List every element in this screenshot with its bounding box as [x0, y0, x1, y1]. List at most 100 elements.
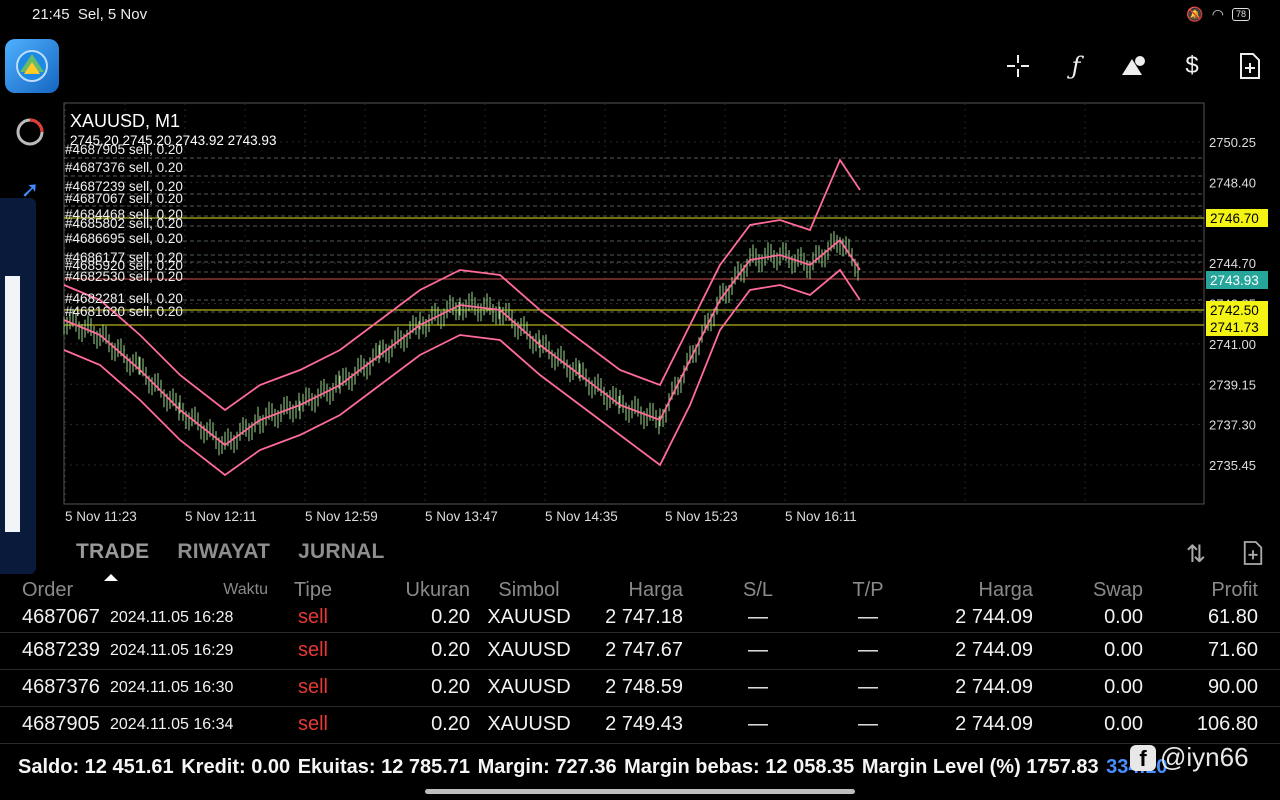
- col-tipe[interactable]: Tipe: [293, 578, 333, 601]
- margin-level: Margin Level (%) 1757.83: [861, 756, 1099, 778]
- sort-icon[interactable]: ⇅: [1185, 541, 1206, 568]
- cell-harga: 2 744.09: [903, 706, 1033, 744]
- saldo: Saldo: 12 451.61: [18, 756, 174, 778]
- chart-toolbar: ƒ $: [1004, 48, 1264, 84]
- price-tag: [1206, 271, 1268, 289]
- col-ukuran[interactable]: Ukuran: [405, 578, 470, 601]
- cell-ukuran: 0.20: [358, 706, 470, 744]
- new-order-icon[interactable]: [1242, 540, 1264, 573]
- y-tick-label: 2748.40: [1209, 175, 1256, 190]
- cell-tipe: sell: [268, 669, 358, 707]
- symbol-label: XAUUSD, M1: [70, 111, 180, 131]
- bb-lower: [63, 268, 861, 477]
- table-row[interactable]: 4687067 2024.11.05 16:28 sell 0.20 XAUUSD 2 7…: [0, 604, 1280, 633]
- cell-sl: —: [683, 669, 833, 707]
- status-icons: 🔕 ◠ 78: [1186, 6, 1250, 23]
- col-simbol[interactable]: Simbol: [498, 578, 560, 601]
- app-logo[interactable]: [5, 39, 59, 93]
- cell-simbol: XAUUSD: [470, 604, 588, 633]
- x-tick-label: 5 Nov 12:59: [305, 509, 378, 524]
- facebook-icon: f: [1130, 744, 1156, 771]
- y-tick-label: 2737.30: [1209, 418, 1256, 433]
- chart-icon[interactable]: ➚: [20, 177, 40, 202]
- x-tick-label: 5 Nov 12:11: [185, 509, 257, 524]
- cell-waktu: 2024.11.05 16:34: [110, 706, 268, 744]
- tab-jurnal[interactable]: JURNAL: [298, 540, 385, 563]
- chart-grid: [64, 103, 1204, 504]
- price-tag: [1206, 209, 1268, 227]
- terminal-tabs: TRADE RIWAYAT JURNAL: [76, 540, 385, 564]
- cell-sl: —: [683, 632, 833, 670]
- function-icon[interactable]: ƒ: [1071, 52, 1081, 80]
- cell-tp: —: [833, 706, 903, 744]
- col-harga-current[interactable]: Harga: [978, 578, 1033, 601]
- cell-tipe: sell: [268, 632, 358, 670]
- crosshair-icon[interactable]: [1004, 48, 1032, 84]
- table-row[interactable]: 4687376 2024.11.05 16:30 sell 0.20 XAUUSD 2 7…: [0, 669, 1280, 707]
- cell-tp: —: [833, 669, 903, 707]
- tab-actions: ⇅: [1186, 540, 1264, 573]
- col-tp[interactable]: T/P: [852, 578, 884, 601]
- table-row[interactable]: 4687905 2024.11.05 16:34 sell 0.20 XAUUSD 2 7…: [0, 706, 1280, 744]
- x-tick-label: 5 Nov 11:23: [65, 509, 137, 524]
- cell-tp: —: [833, 604, 903, 633]
- cell-harga: 2 744.09: [903, 604, 1033, 633]
- quotes-icon[interactable]: [12, 114, 48, 150]
- order-label: #4686177 sell, 0.20: [65, 250, 183, 265]
- tab-trade[interactable]: TRADE: [76, 540, 150, 563]
- margin-bebas: Margin bebas: 12 058.35: [624, 756, 855, 778]
- x-tick-label: 5 Nov 15:23: [665, 509, 738, 524]
- cell-tipe: sell: [268, 706, 358, 744]
- table-row[interactable]: 4687239 2024.11.05 16:29 sell 0.20 XAUUSD 2 7…: [0, 632, 1280, 670]
- price-chart[interactable]: 2750.252748.402744.702742.852741.002739.…: [0, 0, 1280, 530]
- cell-ukuran: 0.20: [358, 669, 470, 707]
- cell-harga: 2 747.67: [588, 632, 683, 670]
- cell-order: 4687376: [0, 669, 110, 707]
- order-labels: #4687905 sell, 0.20 #4687376 sell, 0.20 #4…: [65, 142, 183, 319]
- col-swap[interactable]: Swap: [1092, 578, 1143, 601]
- col-order[interactable]: Order: [22, 578, 74, 601]
- table-header: Order Waktu Tipe Ukuran Simbol Harga S/L…: [0, 576, 1280, 604]
- price-tag: [1206, 318, 1268, 336]
- home-indicator[interactable]: [425, 789, 855, 794]
- floating-panel[interactable]: [0, 198, 36, 574]
- order-label: #4682281 sell, 0.20: [65, 291, 183, 306]
- col-profit[interactable]: Profit: [1211, 578, 1258, 601]
- clock: 21:45: [32, 6, 70, 23]
- order-label: #4685920 sell, 0.20: [65, 258, 183, 273]
- cell-swap: 0.00: [1033, 706, 1143, 744]
- y-tick-label: 2750.25: [1209, 135, 1256, 150]
- floating-panel-content: [5, 276, 20, 532]
- cell-profit: 61.80: [1143, 604, 1280, 633]
- order-label: #4684468 sell, 0.20: [65, 207, 183, 222]
- left-rail: ➚: [0, 100, 62, 540]
- order-label: #4681620 sell, 0.20: [65, 304, 183, 319]
- y-tick-label: 2735.45: [1209, 458, 1256, 473]
- cell-harga: 2 744.09: [903, 632, 1033, 670]
- tab-riwayat[interactable]: RIWAYAT: [177, 540, 271, 563]
- x-tick-label: 5 Nov 13:47: [425, 509, 498, 524]
- margin: Margin: 727.36: [477, 756, 617, 778]
- cell-profit: 106.80: [1143, 706, 1280, 744]
- cell-harga: 2 748.59: [588, 669, 683, 707]
- watermark: f @iyn66: [1130, 742, 1249, 773]
- new-order-icon[interactable]: [1236, 48, 1264, 84]
- cell-simbol: XAUUSD: [470, 706, 588, 744]
- order-label: #4687905 sell, 0.20: [65, 142, 183, 157]
- col-sl[interactable]: S/L: [742, 578, 774, 601]
- price-tag-label: 2746.70: [1210, 211, 1259, 226]
- bollinger-bands: [63, 158, 861, 477]
- cell-waktu: 2024.11.05 16:28: [110, 604, 268, 633]
- bb-middle: [63, 238, 861, 447]
- order-label: #4685802 sell, 0.20: [65, 216, 183, 231]
- col-harga[interactable]: Harga: [628, 578, 683, 601]
- cell-sl: —: [683, 706, 833, 744]
- col-waktu[interactable]: Waktu: [223, 581, 268, 598]
- order-label: #4687376 sell, 0.20: [65, 160, 183, 175]
- trade-icon[interactable]: $: [1185, 52, 1199, 79]
- objects-icon[interactable]: [1120, 48, 1148, 84]
- ekuitas: Ekuitas: 12 785.71: [297, 756, 471, 778]
- cell-order: 4687905: [0, 706, 110, 744]
- cell-tipe: sell: [268, 604, 358, 633]
- cell-harga: 2 744.09: [903, 669, 1033, 707]
